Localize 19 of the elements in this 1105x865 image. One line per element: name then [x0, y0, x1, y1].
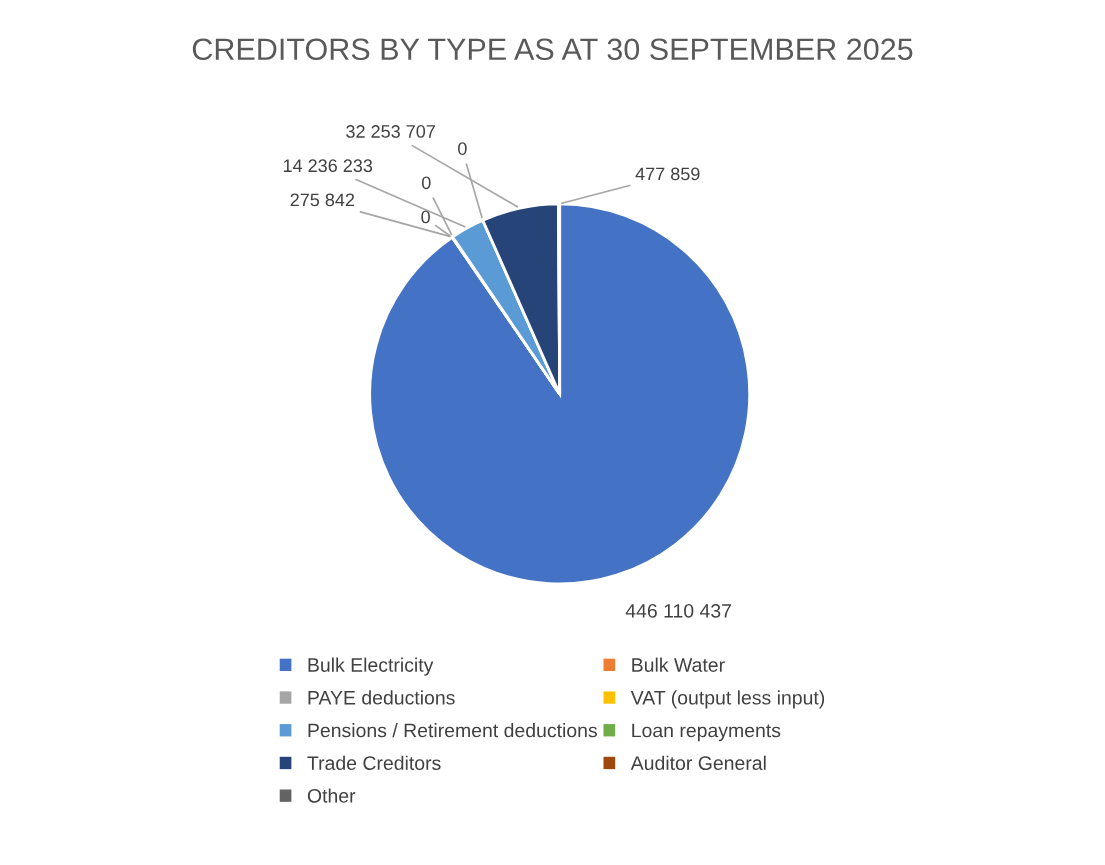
- data-label: 275 842: [290, 193, 355, 207]
- data-label: 446 110 437: [625, 603, 731, 618]
- text: 0: [458, 142, 467, 155]
- chart-title: CREDITORS BY TYPE AS AT 30 SEPTEMBER 2025: [192, 38, 913, 61]
- data-label: 477 859: [635, 167, 700, 181]
- legend-label: Loan repayments: [632, 723, 781, 742]
- pie-slice: [368, 202, 752, 586]
- text: 0: [421, 176, 431, 190]
- legend-label: Auditor General: [630, 755, 766, 771]
- legend-label: Other: [307, 788, 356, 803]
- legend-label: Trade Creditors: [307, 755, 441, 771]
- legend-label: Pensions / Retirement deductions: [308, 723, 597, 738]
- legend-label: VAT (output less input): [630, 690, 825, 709]
- text: 0: [421, 210, 430, 224]
- data-label: 14 236 233: [283, 159, 373, 173]
- legend-label: Bulk Water: [632, 657, 725, 672]
- data-label: 32 253 707: [346, 125, 435, 138]
- legend-label: Bulk Electricity: [308, 657, 434, 676]
- legend-label: PAYE deductions: [308, 690, 455, 705]
